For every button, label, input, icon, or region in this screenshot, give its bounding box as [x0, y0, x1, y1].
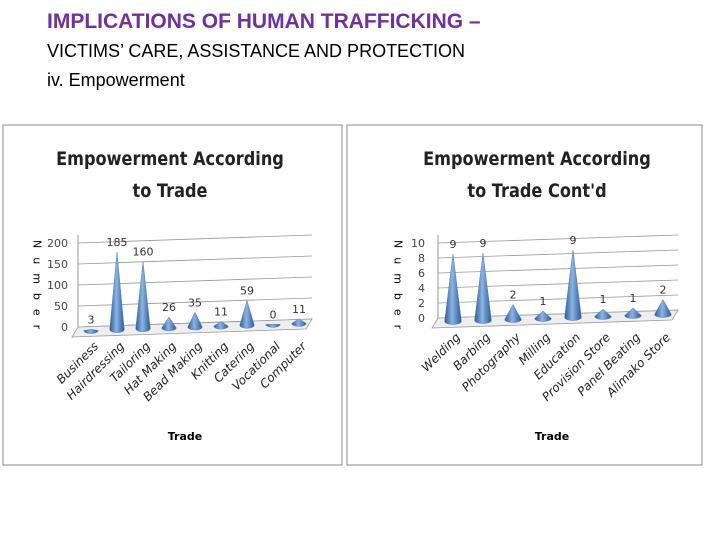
y-tick-label: 0 [418, 312, 425, 325]
cone [504, 303, 522, 323]
slide-subtitle: VICTIMS’ CARE, ASSISTANCE AND PROTECTION [47, 41, 465, 61]
grid-line [437, 264, 679, 274]
value-label: 11 [292, 303, 306, 316]
cone [213, 321, 229, 330]
cone [444, 253, 462, 325]
chart-title: Empowerment According to Trade Cont'd [423, 149, 651, 203]
y-axis-label: Number [392, 240, 405, 338]
chart-frame [2, 124, 343, 466]
y-tick-label: 6 [418, 267, 425, 280]
cone [109, 251, 125, 333]
chart-frame [346, 124, 703, 466]
value-label: 1 [600, 293, 607, 306]
y-tick-label: 150 [47, 258, 68, 271]
cone [654, 298, 672, 318]
cone [624, 307, 642, 319]
grid-line [437, 279, 679, 289]
y-tick-label: 50 [54, 300, 68, 313]
value-label: 2 [510, 289, 517, 302]
cone [564, 249, 582, 321]
cone [291, 318, 307, 327]
cone [594, 308, 612, 320]
grid-line [437, 234, 679, 244]
cone [187, 311, 203, 331]
cone [534, 310, 552, 322]
value-label: 0 [270, 308, 277, 321]
grid-line [437, 249, 679, 259]
y-tick-label: 4 [418, 282, 425, 295]
slide-section: iv. Empowerment [47, 70, 185, 90]
y-tick-label: 100 [47, 279, 68, 292]
y-axis-label: Number [31, 240, 44, 338]
cone [474, 252, 492, 324]
cone [83, 329, 99, 334]
cone [239, 299, 255, 329]
value-label: 9 [480, 237, 487, 250]
value-label: 160 [133, 246, 154, 259]
y-tick-label: 0 [61, 321, 68, 334]
y-tick-label: 10 [411, 237, 425, 250]
value-label: 9 [450, 238, 457, 251]
value-label: 1 [540, 295, 547, 308]
cone [161, 316, 177, 332]
y-tick-label: 2 [418, 297, 425, 310]
value-label: 35 [188, 296, 202, 309]
floor [431, 309, 679, 329]
value-label: 185 [107, 236, 128, 249]
value-label: 59 [240, 284, 254, 297]
x-axis-label: Trade [535, 430, 569, 443]
value-label: 11 [214, 305, 228, 318]
cone [135, 261, 151, 332]
y-tick-label: 8 [418, 252, 425, 265]
value-label: 26 [162, 301, 176, 314]
x-axis-label: Trade [168, 430, 202, 443]
value-label: 1 [630, 292, 637, 305]
value-label: 9 [570, 234, 577, 247]
grid-line [77, 234, 313, 244]
value-label: 3 [88, 313, 95, 326]
chart-title: Empowerment According to Trade [56, 149, 284, 203]
value-label: 2 [660, 284, 667, 297]
cone [265, 324, 281, 328]
slide-title: IMPLICATIONS OF HUMAN TRAFFICKING – [47, 10, 481, 33]
y-tick-label: 200 [47, 237, 68, 250]
